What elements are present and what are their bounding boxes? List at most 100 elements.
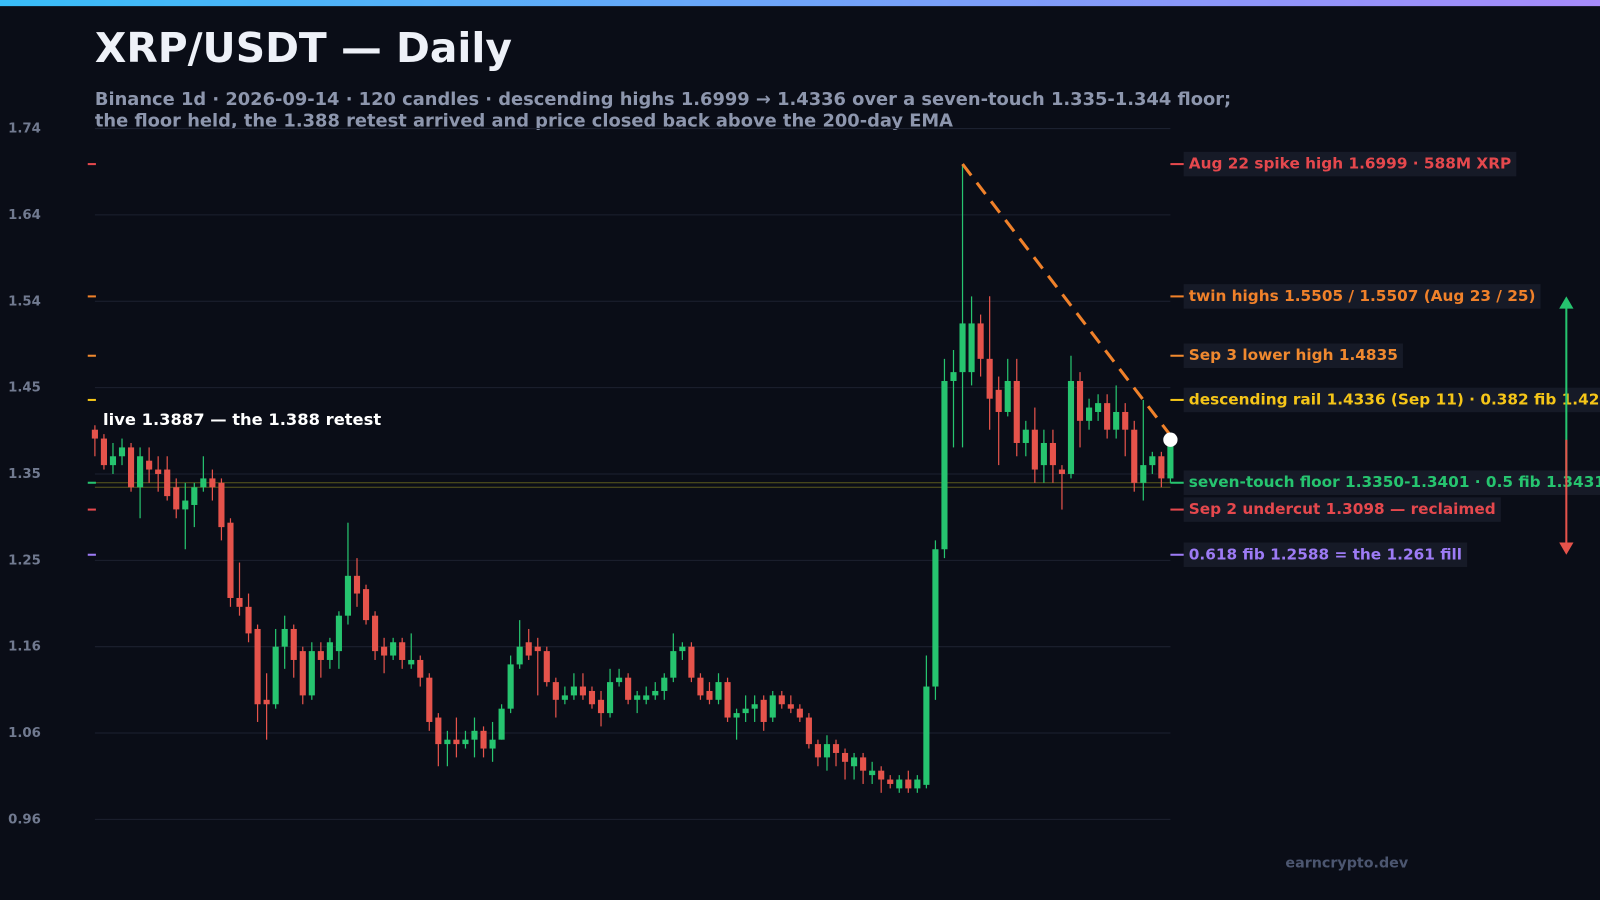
candle-body [507,664,514,709]
candle-body [227,522,234,598]
candle-body [769,695,776,718]
candle-body [326,642,333,660]
candle-body [606,682,614,714]
candle-body [1049,442,1056,466]
candle-body [1140,465,1147,483]
candle-body [570,686,577,696]
candle-body [272,646,279,705]
candle-body [1095,403,1102,412]
candle-body [118,447,126,457]
level-label: Sep 2 undercut 1.3098 — reclaimed [1189,500,1496,518]
candle-body [805,717,812,745]
level-label: twin highs 1.5505 / 1.5507 (Aug 23 / 25) [1189,287,1536,305]
candle-body [932,549,939,687]
candle-body [1067,380,1075,474]
level-label: 0.618 fib 1.2588 = the 1.261 fill [1189,545,1462,563]
candle-body [480,730,487,749]
candle-body [372,615,379,652]
candle-body [462,739,469,745]
y-tick-label: 1.64 [8,208,41,223]
candle-body [616,677,623,683]
candle-body [688,646,695,678]
candle-body [697,677,704,696]
candle-body [290,628,297,660]
candle-body [977,323,984,359]
candle-body [814,744,821,758]
candle-body [724,682,731,718]
candle-body [652,690,659,696]
candle-body [426,677,433,722]
candle-body [417,659,424,678]
candle-body [941,380,948,550]
y-tick-label: 1.45 [8,381,41,396]
candle-body [715,682,722,700]
y-tick-label: 1.06 [8,726,41,741]
candle-body [1013,380,1020,443]
y-tick-label: 1.54 [8,294,41,309]
label-background [1183,284,1541,309]
candle-body [923,686,930,785]
y-tick-label: 1.35 [8,467,41,482]
trendline [961,163,1172,437]
candle-body [209,478,216,488]
candle-body [841,752,849,762]
candle-body [1076,380,1084,421]
label-background [1183,151,1517,177]
candle-body [335,615,342,652]
candle-body [1086,407,1093,421]
candle-body [173,487,180,510]
candle-body [1131,429,1138,483]
candle-body [516,646,523,665]
label-background [1183,343,1403,368]
subtitle: Binance 1d · 2026-09-14 · 120 candles · … [95,89,1231,110]
candle-body [751,704,758,709]
candle-body [588,690,596,705]
candle-body [914,779,921,789]
y-tick-label: 0.96 [8,812,41,827]
candle-body [661,677,668,691]
candle-body [787,704,794,709]
candle-body [643,695,650,700]
candle-body [254,628,261,705]
candle-body [778,695,785,705]
live-dot [1163,432,1178,447]
candle-body [959,323,966,373]
level-label: seven-touch floor 1.3350-1.3401 · 0.5 fi… [1189,473,1600,491]
candle-body [263,699,270,705]
candle-body [760,699,767,722]
level-label: Sep 3 lower high 1.4835 [1189,346,1398,364]
candle-body [137,456,144,488]
candle-body [860,757,867,771]
level-label: Aug 22 spike high 1.6999 · 588M XRP [1189,155,1511,173]
candle-body [471,730,478,740]
candle-body [489,739,496,749]
candle-body [191,487,198,505]
candle-body [1104,403,1111,430]
candle-body [91,429,98,439]
candle-body [986,358,993,399]
y-tick-label: 1.16 [8,640,41,655]
candle-body [679,646,686,652]
label-background [1183,542,1468,567]
candle-body [408,659,415,665]
candle-body [823,744,831,758]
candle-body [498,708,505,740]
candle-body [453,739,460,745]
chart-title: XRP/USDT — Daily [95,24,512,72]
candle-body [127,447,135,488]
candle-body [832,744,840,753]
target-up-head [1559,296,1574,309]
candle-body [444,739,451,745]
candle-body [155,469,162,474]
candle-body [381,646,388,656]
candle-body [1022,429,1029,443]
y-tick-label: 1.25 [8,553,41,568]
candle-body [561,695,568,700]
candle-body [200,478,207,488]
candle-body [878,770,885,780]
candle-body [362,589,370,621]
candle-body [281,628,288,647]
candle-body [100,438,107,466]
target-down-head [1559,542,1574,555]
